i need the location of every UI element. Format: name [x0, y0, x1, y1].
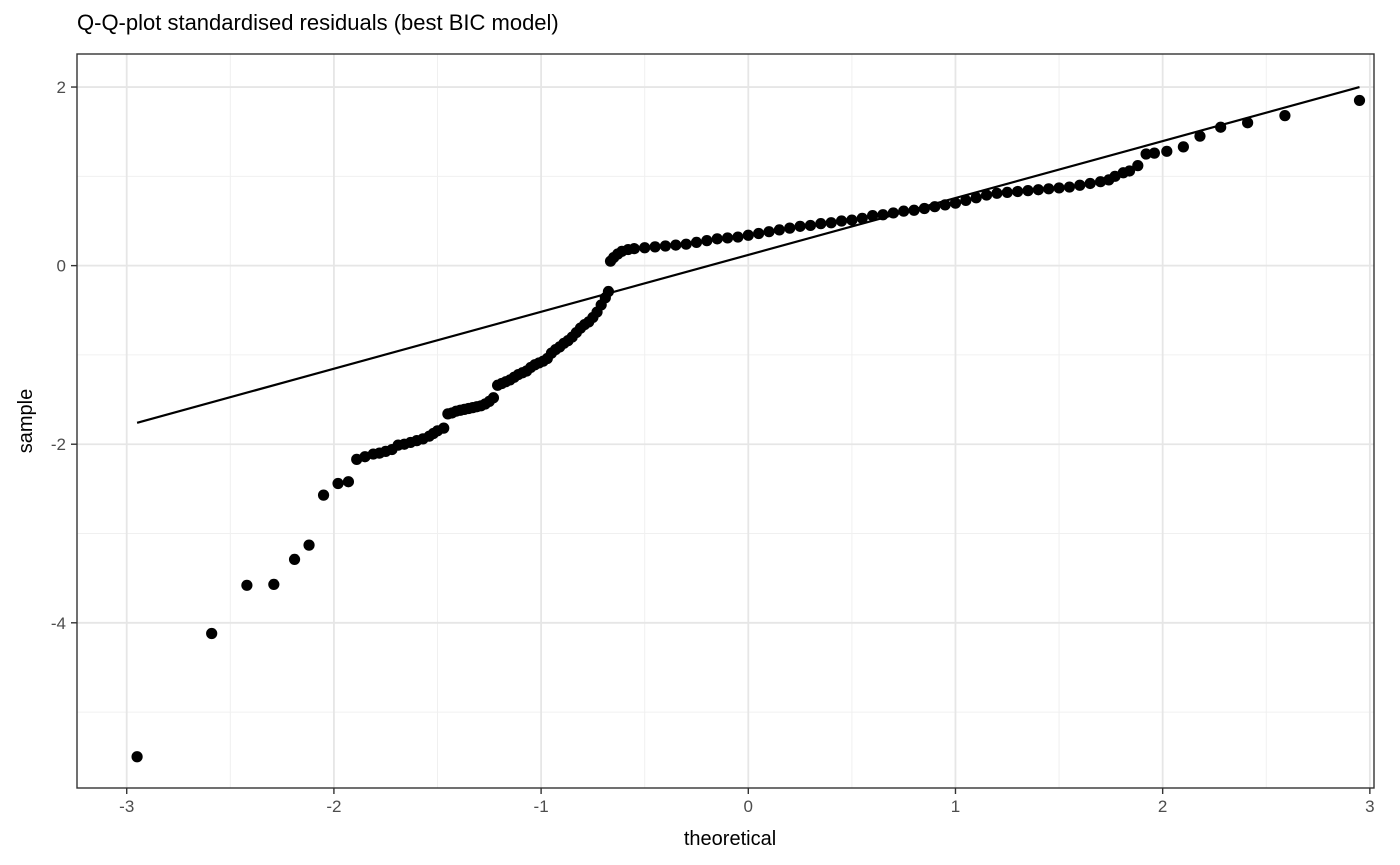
data-point	[794, 220, 806, 232]
data-point	[815, 218, 827, 230]
reference-line	[136, 85, 1360, 424]
data-point	[206, 627, 218, 640]
data-point	[288, 553, 301, 566]
data-point	[602, 285, 615, 298]
data-points	[131, 94, 1366, 763]
data-point	[929, 201, 941, 213]
x-tick-label: 1	[951, 797, 960, 816]
minor-gridlines	[77, 54, 1374, 788]
data-point	[898, 205, 910, 217]
data-point	[846, 214, 858, 226]
data-point	[856, 212, 868, 224]
data-point	[1123, 165, 1136, 177]
data-point	[1074, 179, 1086, 191]
x-tick-label: -1	[534, 797, 549, 816]
major-gridlines	[77, 54, 1374, 788]
data-point	[1053, 182, 1065, 194]
data-point	[742, 229, 754, 241]
plot-panel-background	[77, 54, 1374, 788]
data-point	[317, 489, 330, 501]
y-tick-label: 0	[57, 257, 66, 276]
data-point	[867, 210, 879, 222]
data-point	[639, 242, 651, 254]
data-point	[939, 199, 951, 211]
data-point	[753, 227, 765, 240]
chart-title: Q-Q-plot standardised residuals (best BI…	[77, 10, 559, 35]
data-point	[721, 232, 734, 244]
data-point	[303, 539, 315, 551]
data-point	[332, 477, 344, 490]
x-tick-label: 0	[744, 797, 753, 816]
data-point	[1012, 185, 1024, 198]
data-point	[1177, 141, 1189, 153]
data-point	[732, 231, 744, 243]
data-point	[1043, 183, 1055, 195]
x-tick-label: -3	[119, 797, 134, 816]
data-point	[960, 194, 972, 207]
data-point	[1140, 148, 1152, 160]
data-point	[991, 187, 1003, 199]
data-point	[1001, 186, 1013, 199]
y-axis: -4 -2 0 2	[51, 78, 77, 633]
y-tick-label: -4	[51, 614, 66, 633]
x-axis-title: theoretical	[684, 828, 776, 850]
x-tick-label: 3	[1365, 797, 1374, 816]
data-point	[711, 233, 723, 245]
x-axis: -3 -2 -1 0 1 2 3	[119, 788, 1375, 816]
data-point	[701, 235, 713, 247]
data-point	[949, 197, 962, 209]
data-point	[1279, 110, 1291, 122]
data-point	[680, 238, 692, 250]
y-axis-title: sample	[15, 389, 37, 453]
data-point	[438, 422, 450, 434]
data-point	[1063, 181, 1076, 193]
data-point	[659, 240, 672, 252]
data-point	[877, 209, 889, 221]
data-point	[649, 241, 661, 253]
data-point	[773, 224, 785, 236]
x-tick-label: 2	[1158, 797, 1167, 816]
data-point	[763, 226, 775, 238]
data-point	[1194, 130, 1206, 142]
data-point	[690, 236, 703, 249]
data-point	[131, 751, 143, 763]
data-point	[1242, 117, 1254, 129]
data-point	[342, 476, 355, 488]
data-point	[887, 207, 899, 219]
data-point	[1132, 160, 1144, 172]
data-point	[804, 219, 817, 232]
y-tick-label: 2	[57, 78, 66, 97]
data-point	[268, 578, 280, 591]
data-point	[918, 202, 931, 215]
data-point	[487, 392, 500, 404]
data-point	[825, 217, 837, 229]
data-point	[241, 579, 253, 591]
data-point	[980, 189, 993, 201]
y-tick-label: -2	[51, 435, 66, 454]
data-point	[908, 204, 920, 216]
data-point	[1084, 177, 1096, 190]
data-point	[835, 215, 848, 227]
data-point	[628, 243, 640, 255]
data-point	[1022, 185, 1034, 197]
data-point	[670, 239, 682, 251]
data-point	[1215, 121, 1227, 133]
data-point	[1161, 145, 1173, 157]
x-tick-label: -2	[326, 797, 341, 816]
plot-panel-border	[76, 53, 1375, 789]
data-point	[784, 222, 796, 234]
data-point	[970, 192, 982, 204]
data-point	[1353, 94, 1366, 107]
data-point	[1148, 147, 1160, 159]
data-point	[1032, 184, 1044, 196]
